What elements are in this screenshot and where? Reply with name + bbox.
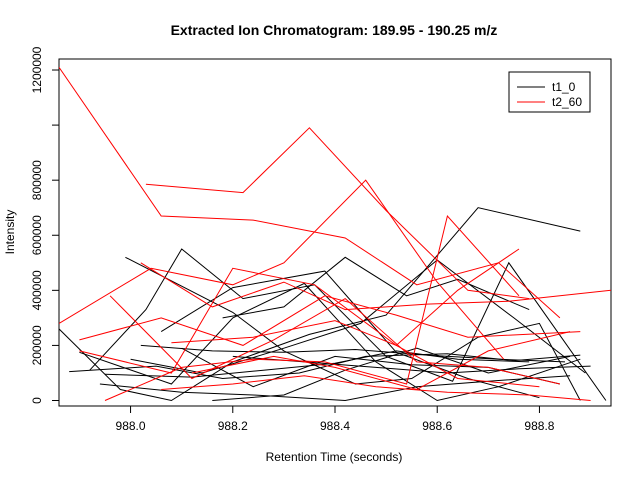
series-layer [59, 67, 611, 402]
y-tick-label: 800000 [30, 160, 44, 200]
series-line [59, 67, 561, 319]
x-tick-label: 988.8 [524, 419, 554, 433]
series-line [104, 214, 520, 401]
y-axis: 0 200000 400000 600000 800000 1200000 [30, 46, 59, 404]
x-tick-label: 988.4 [320, 419, 350, 433]
y-tick-label: 600000 [30, 215, 44, 255]
series-line [140, 344, 566, 363]
series-line [161, 375, 591, 401]
legend-label: t2_60 [552, 95, 582, 109]
series-line [104, 350, 530, 378]
y-tick-label: 0 [30, 397, 44, 404]
x-axis: 988.0 988.2 988.4 988.6 988.8 [116, 406, 555, 433]
chart-title: Extracted Ion Chromatogram: 189.95 - 190… [171, 22, 498, 38]
x-tick-label: 988.6 [422, 419, 452, 433]
series-line [99, 375, 571, 402]
series-line [191, 331, 571, 391]
y-axis-label: Intensity [3, 210, 17, 255]
legend: t1_0t2_60 [508, 71, 591, 113]
series-t1_0 [59, 207, 607, 402]
legend-box [508, 71, 591, 113]
series-line [59, 179, 505, 360]
series-line [145, 127, 530, 300]
series-line [125, 256, 581, 401]
series-line [79, 295, 581, 346]
x-axis-label: Retention Time (seconds) [266, 450, 403, 464]
series-line [109, 295, 561, 385]
series-line [140, 262, 611, 311]
x-tick-label: 988.0 [116, 419, 146, 433]
x-tick-label: 988.2 [218, 419, 248, 433]
series-t2_60 [59, 67, 611, 401]
legend-label: t1_0 [552, 80, 576, 94]
y-tick-label: 200000 [30, 325, 44, 365]
series-line [130, 259, 586, 374]
series-line [59, 207, 581, 402]
series-line [222, 256, 530, 319]
y-tick-label: 1200000 [30, 46, 44, 93]
y-tick-label: 400000 [30, 270, 44, 310]
series-line [79, 248, 520, 374]
series-line [171, 320, 540, 388]
